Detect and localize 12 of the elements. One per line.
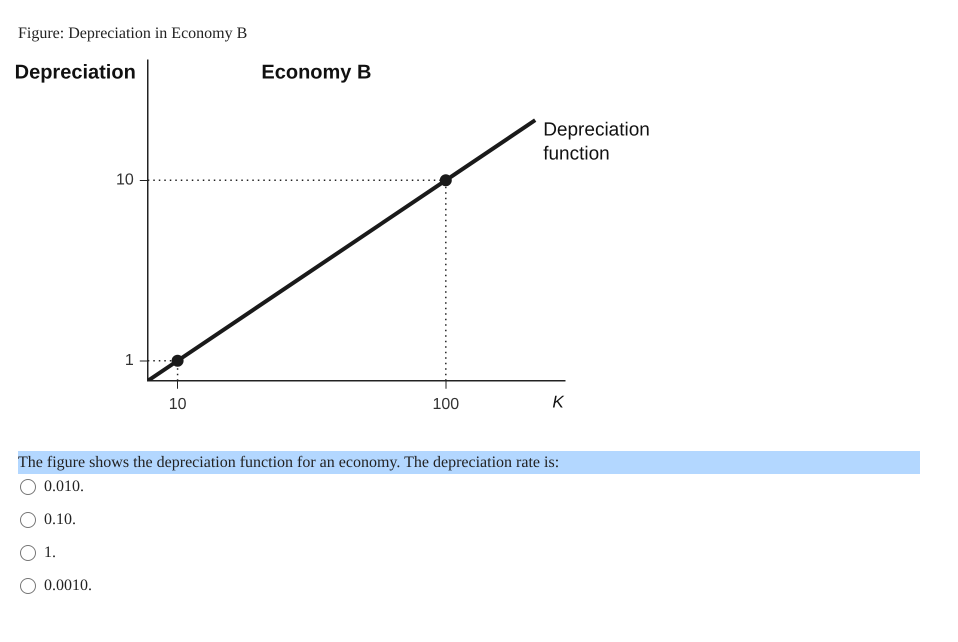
x-tick-label: 100 xyxy=(432,396,460,413)
text: 0.010. xyxy=(44,478,84,496)
x-axis-title: K xyxy=(552,392,564,412)
text: The figure shows the depreciation function for an economy. The depreciation rate is: xyxy=(18,451,920,474)
series-label: Depreciation function xyxy=(543,119,650,164)
text: Figure: Depreciation in Economy B xyxy=(18,25,248,43)
y-axis-title: Depreciation xyxy=(14,62,136,84)
y-tick-label: 1 xyxy=(124,352,134,370)
text: 0.0010. xyxy=(44,577,92,595)
text: 1. xyxy=(44,544,56,562)
chart-title: Economy B xyxy=(261,62,372,84)
text: 0.10. xyxy=(44,511,76,529)
